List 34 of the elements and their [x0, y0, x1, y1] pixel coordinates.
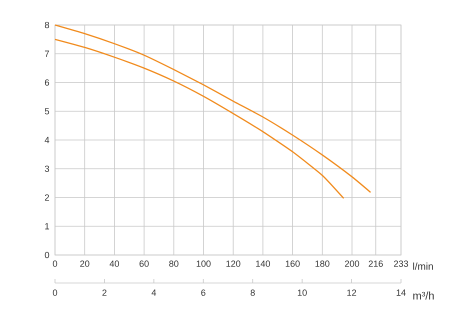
x-tick-label: 216 [368, 260, 383, 267]
x2-tick-label: 6 [201, 290, 206, 296]
x-tick-label: 160 [286, 260, 300, 267]
line-series [54, 38, 344, 200]
x-tick-label: 140 [256, 260, 270, 267]
y-tick-label: 2 [44, 194, 50, 201]
y-tick-label: 4 [44, 136, 50, 144]
x2-tick-label: 2 [102, 290, 106, 296]
x-tick-label: 180 [316, 260, 330, 267]
y-tick-label: 7 [44, 50, 50, 57]
x-tick-label: 80 [169, 260, 178, 267]
x2-axis-title: m³/h [413, 292, 434, 300]
x2-tick-label: 4 [152, 290, 156, 296]
x-tick-label: 233 [394, 260, 408, 267]
x-tick-label: 200 [344, 260, 360, 267]
y-tick-label: 8 [44, 22, 50, 28]
x2-tick-label: 8 [250, 290, 255, 296]
line-series [54, 24, 372, 193]
x-tick-label: 40 [110, 260, 120, 267]
x2-tick-label: 10 [298, 290, 307, 296]
y-tick-label: 1 [45, 223, 50, 230]
x-axis-title: l/min [413, 262, 433, 270]
y-tick-label: 3 [44, 166, 50, 172]
x-tick-label: 60 [140, 260, 149, 267]
x-tick-label: 0 [52, 260, 58, 267]
x2-tick-label: 0 [52, 290, 58, 296]
y-tick-label: 5 [44, 108, 50, 114]
x-tick-label: 100 [196, 260, 211, 267]
y-tick-label: 0 [44, 252, 50, 258]
x2-tick-label: 14 [396, 290, 406, 296]
x2-tick-label: 12 [347, 290, 356, 296]
x-tick-label: 120 [226, 260, 240, 267]
x-tick-label: 20 [80, 260, 90, 267]
y-tick-label: 6 [44, 79, 50, 86]
